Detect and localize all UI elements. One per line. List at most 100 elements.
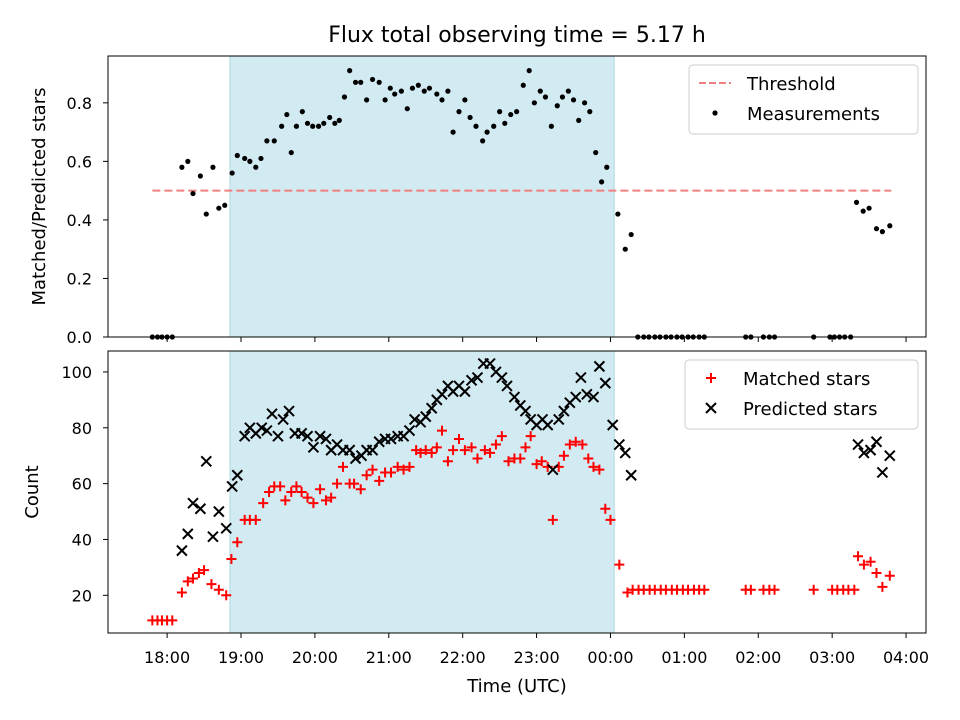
legend-label: Predicted stars <box>743 399 877 420</box>
data-marker-54 <box>496 371 508 384</box>
data-marker-29 <box>349 452 362 465</box>
data-marker-40 <box>386 467 397 478</box>
data-marker-8 <box>193 567 204 578</box>
data-marker-1 <box>182 528 194 540</box>
data-marker-16 <box>272 430 284 442</box>
data-marker-75 <box>588 461 599 472</box>
data-marker-42 <box>425 402 438 414</box>
data-point-52 <box>450 129 456 135</box>
data-marker-17 <box>250 514 261 525</box>
data-point-82 <box>628 231 634 238</box>
data-point-24 <box>293 123 300 129</box>
data-point-5 <box>179 164 185 170</box>
data-point-41 <box>387 85 393 91</box>
data-marker-43 <box>404 461 415 472</box>
legend: Threshold Measurements <box>688 64 919 135</box>
data-marker-9 <box>199 565 210 576</box>
x-tick-label: 19:00 <box>218 648 264 667</box>
data-point-108 <box>860 208 866 214</box>
series-predicted-stars <box>176 357 896 557</box>
data-marker-50 <box>471 371 484 384</box>
data-point-77 <box>593 149 599 156</box>
data-point-16 <box>247 158 253 164</box>
data-marker-13 <box>226 554 237 565</box>
data-point-11 <box>216 205 222 211</box>
data-marker-4 <box>200 455 212 467</box>
data-marker-22 <box>280 495 291 506</box>
legend-marker <box>706 373 716 383</box>
data-marker-111 <box>884 570 895 581</box>
data-marker-14 <box>232 537 243 548</box>
data-point-50 <box>439 97 445 103</box>
data-point-80 <box>615 211 621 217</box>
data-point-6 <box>185 158 191 164</box>
data-point-22 <box>284 111 290 118</box>
data-point-44 <box>404 106 410 112</box>
data-point-12 <box>222 202 228 208</box>
data-point-110 <box>873 226 880 232</box>
x-tick-label: 22:00 <box>440 648 486 667</box>
data-marker-74 <box>613 438 626 451</box>
observing-window <box>229 55 615 338</box>
data-marker-5 <box>207 530 219 543</box>
data-marker-6 <box>182 576 193 587</box>
data-point-7 <box>190 190 196 197</box>
data-point-18 <box>258 155 264 162</box>
count-panel: 20 40 60 80 100 18:00 19:00 20:00 21:00 22:00 23:0… <box>22 350 929 667</box>
data-marker-80 <box>870 436 883 448</box>
x-tick-label: 03:00 <box>809 648 855 667</box>
data-point-46 <box>415 82 421 88</box>
data-marker-105 <box>849 584 860 595</box>
y-tick-label: 0.4 <box>67 211 92 230</box>
data-marker-9 <box>231 469 244 481</box>
data-marker-41 <box>420 410 432 423</box>
data-point-42 <box>392 91 398 97</box>
data-point-15 <box>242 155 248 162</box>
data-point-19 <box>264 138 270 144</box>
data-point-76 <box>587 109 593 115</box>
data-marker-69 <box>581 388 593 400</box>
data-point-37 <box>364 97 370 103</box>
data-point-68 <box>542 94 549 100</box>
data-point-32 <box>336 117 342 123</box>
data-marker-6 <box>213 505 225 518</box>
data-marker-35 <box>385 433 397 445</box>
data-marker-53 <box>459 445 470 456</box>
data-marker-11 <box>213 584 224 595</box>
legend-marker <box>712 110 718 116</box>
data-marker-96 <box>745 584 756 595</box>
data-marker-109 <box>871 567 882 578</box>
data-marker-71 <box>593 360 606 373</box>
data-point-10 <box>210 164 216 170</box>
x-tick-label: 02:00 <box>735 648 781 667</box>
y-tick-label: 0.6 <box>67 152 92 171</box>
data-marker-57 <box>485 447 496 458</box>
data-point-109 <box>866 205 872 211</box>
data-marker-65 <box>531 459 542 470</box>
y-tick-label: 80 <box>72 419 92 438</box>
data-marker-56 <box>508 391 521 403</box>
data-point-38 <box>369 76 376 83</box>
data-marker-36 <box>361 470 372 481</box>
data-point-112 <box>887 223 893 229</box>
data-marker-27 <box>308 498 319 509</box>
data-marker-23 <box>314 430 326 442</box>
data-marker-99 <box>769 584 780 595</box>
x-tick-label: 00:00 <box>587 648 633 667</box>
data-marker-2 <box>187 497 199 509</box>
data-marker-22 <box>307 441 320 454</box>
data-point-48 <box>426 85 433 91</box>
data-point-8 <box>197 173 203 179</box>
legend-box <box>684 359 919 430</box>
x-tick-label: 04:00 <box>883 648 929 667</box>
y-tick-label: 20 <box>72 586 92 605</box>
legend-box <box>688 64 919 135</box>
data-marker-78 <box>858 447 870 459</box>
data-point-56 <box>473 123 479 129</box>
chart-title: Flux total observing time = 5.17 h <box>328 23 706 48</box>
y-tick-label: 100 <box>61 363 92 382</box>
legend-label: Matched stars <box>743 369 870 390</box>
data-marker-73 <box>577 439 588 450</box>
data-marker-28 <box>343 444 356 456</box>
